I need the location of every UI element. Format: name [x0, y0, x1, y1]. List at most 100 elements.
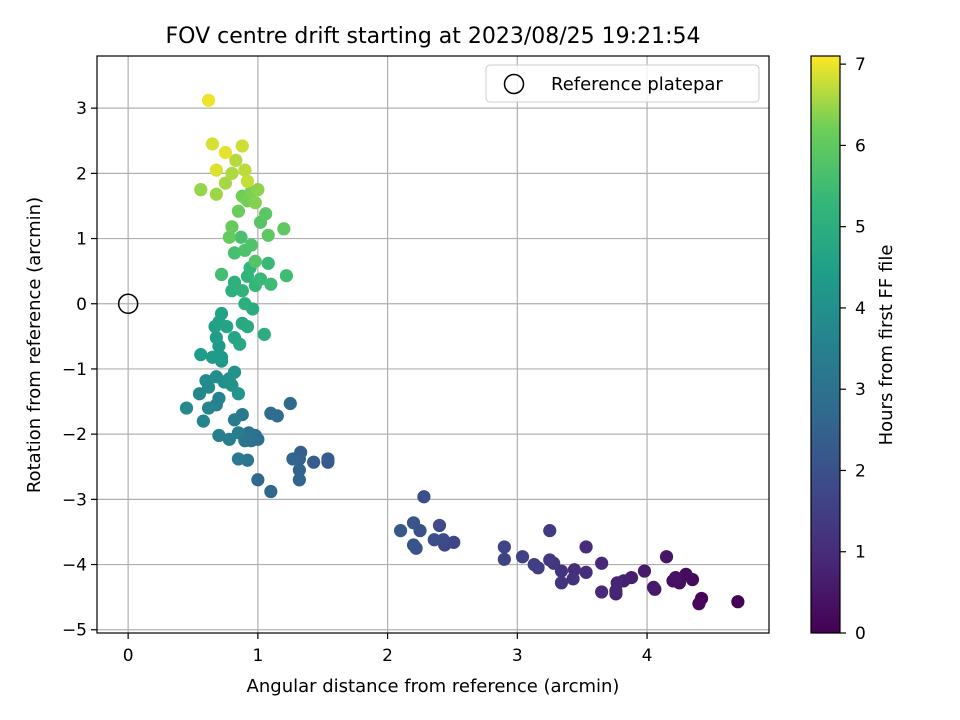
legend-marker [503, 73, 525, 95]
data-point [214, 267, 229, 282]
data-point [307, 455, 321, 469]
data-point [227, 413, 242, 427]
data-point [209, 331, 223, 345]
chart-title: FOV centre drift starting at 2023/08/25 … [166, 24, 701, 49]
data-point [225, 166, 239, 180]
y-tick-label: −2 [62, 425, 87, 445]
data-point [214, 350, 229, 364]
data-point [283, 396, 297, 411]
data-point [244, 238, 258, 252]
data-point [609, 584, 623, 598]
data-point [432, 518, 447, 533]
data-point [248, 196, 262, 210]
data-point [257, 327, 271, 341]
data-point [253, 272, 268, 286]
data-point [659, 550, 674, 564]
data-point [227, 246, 242, 260]
data-point [225, 220, 239, 234]
colorbar-tick-label: 7 [855, 55, 866, 75]
data-point [231, 387, 246, 401]
colorbar-tick-label: 4 [855, 299, 866, 319]
data-point [251, 183, 265, 197]
legend-entry: Reference platepar [551, 74, 723, 95]
data-point [218, 176, 233, 190]
data-point [235, 139, 249, 153]
data-point [264, 484, 278, 499]
x-tick-label: 3 [512, 646, 523, 666]
data-point [222, 230, 236, 244]
data-point [417, 490, 431, 504]
data-point [554, 576, 569, 590]
data-point [205, 137, 220, 151]
data-point [212, 391, 226, 405]
data-point [201, 93, 216, 107]
data-point [292, 473, 306, 487]
y-tick-label: −1 [62, 360, 87, 380]
data-point [261, 228, 275, 242]
data-point [566, 572, 580, 586]
x-tick-label: 1 [252, 646, 263, 666]
data-point [205, 350, 220, 364]
data-point [264, 277, 278, 291]
y-tick-label: 0 [76, 295, 87, 315]
data-point [179, 401, 194, 415]
colorbar-frame [810, 55, 841, 634]
data-point [436, 533, 450, 547]
data-point [731, 595, 745, 609]
y-tick-label: −4 [62, 556, 87, 576]
data-point [240, 174, 255, 188]
data-point [218, 145, 233, 160]
data-point [292, 463, 306, 477]
data-point [220, 319, 234, 334]
data-point [234, 230, 248, 244]
data-point [427, 533, 441, 547]
y-tick-label: 1 [76, 230, 87, 250]
colorbar-tick-label: 6 [855, 136, 866, 156]
data-point [261, 256, 275, 270]
data-point [214, 306, 229, 321]
grid-lines [97, 56, 769, 633]
data-point [579, 540, 593, 554]
data-point [209, 163, 223, 177]
data-point [248, 254, 262, 268]
data-point [233, 337, 247, 351]
data-point [579, 565, 593, 579]
data-point [595, 585, 609, 599]
data-point [235, 284, 249, 298]
data-point [259, 207, 273, 221]
data-point [229, 153, 243, 167]
colorbar-tick-label: 1 [855, 543, 866, 563]
y-tick-label: −3 [62, 490, 87, 510]
y-tick-label: 2 [76, 164, 87, 184]
legend-box [485, 64, 760, 103]
data-points [179, 93, 745, 611]
data-point [527, 557, 541, 572]
colorbar: 0 1 2 3 4 5 6 7 Hours from first FF file [810, 55, 897, 644]
plot-frame [96, 55, 770, 634]
colorbar-ticks: 0 1 2 3 4 5 6 7 [840, 55, 866, 644]
data-point [194, 183, 208, 197]
x-tick-label: 2 [382, 646, 393, 666]
data-point [238, 163, 252, 177]
reference-point-marker [117, 293, 139, 315]
x-tick-label: 4 [642, 646, 653, 666]
data-point [192, 387, 207, 401]
data-point [238, 297, 252, 311]
data-point [286, 452, 300, 466]
data-point [543, 524, 557, 538]
data-point [209, 187, 223, 201]
data-point [240, 319, 255, 334]
data-point [201, 380, 216, 394]
data-point [251, 473, 265, 487]
data-point [279, 269, 294, 283]
colorbar-tick-label: 5 [855, 218, 866, 238]
data-point [194, 348, 208, 362]
colorbar-tick-label: 0 [855, 624, 866, 644]
data-point [201, 401, 216, 415]
data-point [543, 553, 557, 567]
data-point [222, 432, 236, 446]
y-tick-label: 3 [76, 99, 87, 119]
data-point [321, 452, 335, 466]
x-tick-label: 0 [123, 646, 134, 666]
